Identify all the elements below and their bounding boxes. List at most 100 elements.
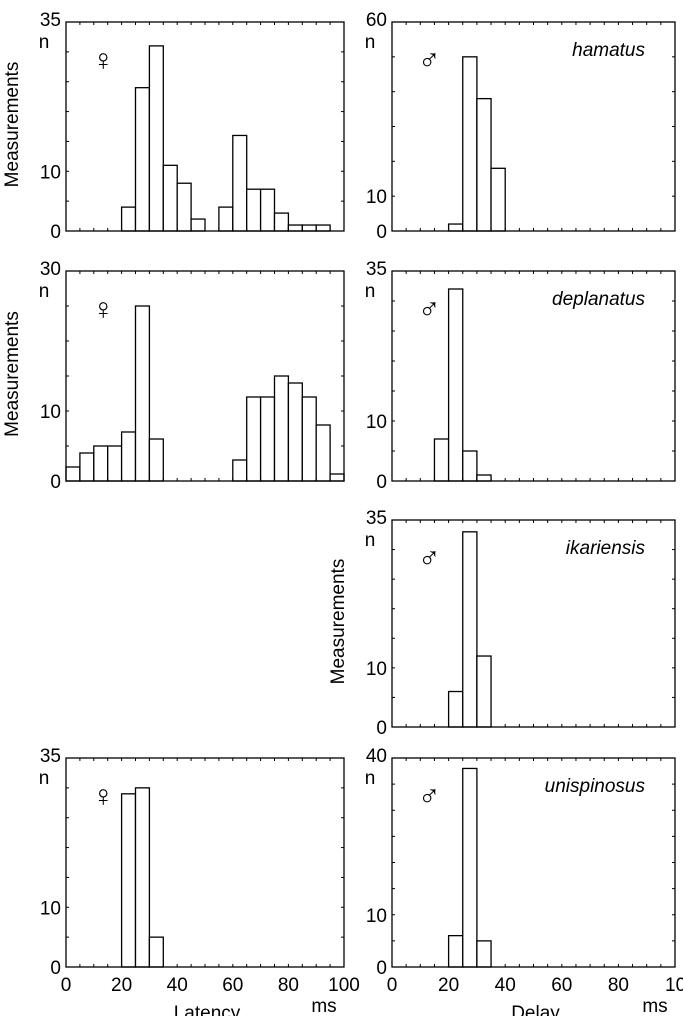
bar-deplanatus-female-15 [107,445,123,482]
bar-hamatus-female-30 [148,45,164,232]
bar-deplanatus-female-80 [287,382,303,482]
male-symbol-icon: ♂ [418,44,441,77]
bar-deplanatus-female-95 [329,473,345,482]
y-unit-label: n [39,32,50,53]
x-tick-label: 100 [328,975,360,996]
bar-deplanatus-female-30 [148,438,164,482]
x-tick-label: 40 [167,975,188,996]
bar-hamatus-male-35 [490,167,506,232]
bar-deplanatus-female-20 [120,431,137,482]
y-tick-label: 35 [366,508,387,529]
bar-hamatus-female-25 [134,87,151,232]
bar-hamatus-female-60 [232,134,248,232]
bar-hamatus-female-45 [190,218,206,232]
bar-hamatus-female-70 [259,188,276,232]
x-tick-label: 60 [222,975,243,996]
female-symbol-icon: ♀ [92,293,115,326]
x-axis-label: Latency [174,1003,241,1016]
bar-ikariensis-male-20 [447,690,464,728]
panel-deplanatus-female: 0 10 30n ♀ Measurements [2,259,345,493]
bar-hamatus-female-55 [218,206,234,232]
male-symbol-icon: ♂ [418,542,441,575]
bar-ikariensis-male-25 [462,531,478,728]
species-label: ikariensis [566,538,646,559]
y-tick-label: 10 [40,402,61,423]
y-unit-label: n [365,281,376,302]
y-tick-label: 0 [376,222,387,243]
x-tick-label: 20 [111,975,132,996]
bar-hamatus-female-65 [246,188,262,232]
y-tick-label: 10 [40,898,61,919]
bar-hamatus-female-85 [301,224,317,232]
bar-hamatus-female-20 [120,206,137,232]
y-axis-label: Measurements [2,311,23,437]
y-tick-label: 40 [366,746,387,767]
bar-hamatus-female-35 [162,164,178,232]
female-symbol-icon: ♀ [92,44,115,77]
y-tick-label: 0 [50,472,61,493]
y-tick-label: 10 [366,659,387,680]
bar-deplanatus-female-75 [273,375,290,482]
bar-hamatus-female-80 [287,224,303,232]
panel-unispinosus-female: 0 10 35n ♀ 0 20 40 60 80 100 Latency ms [39,746,360,1016]
x-axis-label: Delay [511,1003,560,1016]
y-tick-label: 35 [40,746,61,767]
bar-deplanatus-male-15 [433,438,450,482]
bar-deplanatus-female-70 [259,396,276,482]
y-tick-label: 30 [40,259,61,280]
panel-deplanatus-male: 0 10 35n ♂ deplanatus [365,259,676,493]
bar-hamatus-male-30 [476,97,492,232]
x-tick-label: 40 [495,975,516,996]
bar-hamatus-female-40 [176,182,192,232]
bar-deplanatus-female-85 [301,396,317,482]
y-tick-label: 60 [366,10,387,31]
bar-unispinosus-male-20 [447,935,464,968]
y-unit-label: n [39,281,50,302]
y-unit-label: n [365,32,376,53]
bar-deplanatus-female-65 [246,396,262,482]
bar-deplanatus-male-30 [476,474,492,482]
female-symbol-icon: ♀ [92,780,115,813]
bar-hamatus-female-75 [273,212,290,232]
panel-ikariensis-male: 0 10 35n ♂ ikariensis Measurements [328,508,676,739]
bar-ikariensis-male-30 [476,655,492,728]
x-tick-label: 80 [608,975,629,996]
male-symbol-icon: ♂ [418,780,441,813]
y-axis-label: Measurements [328,559,349,685]
y-axis-label: Measurements [2,62,23,188]
species-label: unispinosus [545,776,646,797]
bar-deplanatus-female-60 [232,459,248,482]
bar-unispinosus-male-30 [476,940,492,968]
bar-hamatus-female-90 [315,224,331,232]
y-tick-label: 10 [366,187,387,208]
y-tick-label: 10 [40,162,61,183]
y-unit-label: n [365,768,376,789]
bar-deplanatus-female-0 [65,466,81,482]
y-tick-label: 10 [366,906,387,927]
x-tick-label: 60 [551,975,572,996]
y-tick-label: 0 [376,958,387,979]
x-unit-label: ms [311,996,336,1016]
bar-unispinosus-female-20 [120,793,137,968]
panel-hamatus-female: 0 10 35n ♀ Measurements [2,10,345,243]
y-tick-label: 0 [50,222,61,243]
bar-deplanatus-female-10 [93,445,109,482]
x-tick-label: 80 [278,975,299,996]
bar-unispinosus-male-25 [462,767,478,968]
male-symbol-icon: ♂ [418,293,441,326]
x-tick-label: 100 [665,975,683,996]
x-tick-label: 20 [438,975,459,996]
bar-hamatus-male-20 [447,223,464,232]
bar-deplanatus-male-25 [462,450,478,482]
bar-deplanatus-female-90 [315,424,331,482]
species-label: deplanatus [552,289,645,310]
y-tick-label: 35 [40,10,61,31]
bar-hamatus-male-25 [462,56,478,232]
bar-unispinosus-female-30 [148,936,164,968]
y-unit-label: n [39,768,50,789]
bar-unispinosus-female-25 [134,787,151,968]
species-label: hamatus [572,40,645,61]
y-tick-label: 0 [50,958,61,979]
